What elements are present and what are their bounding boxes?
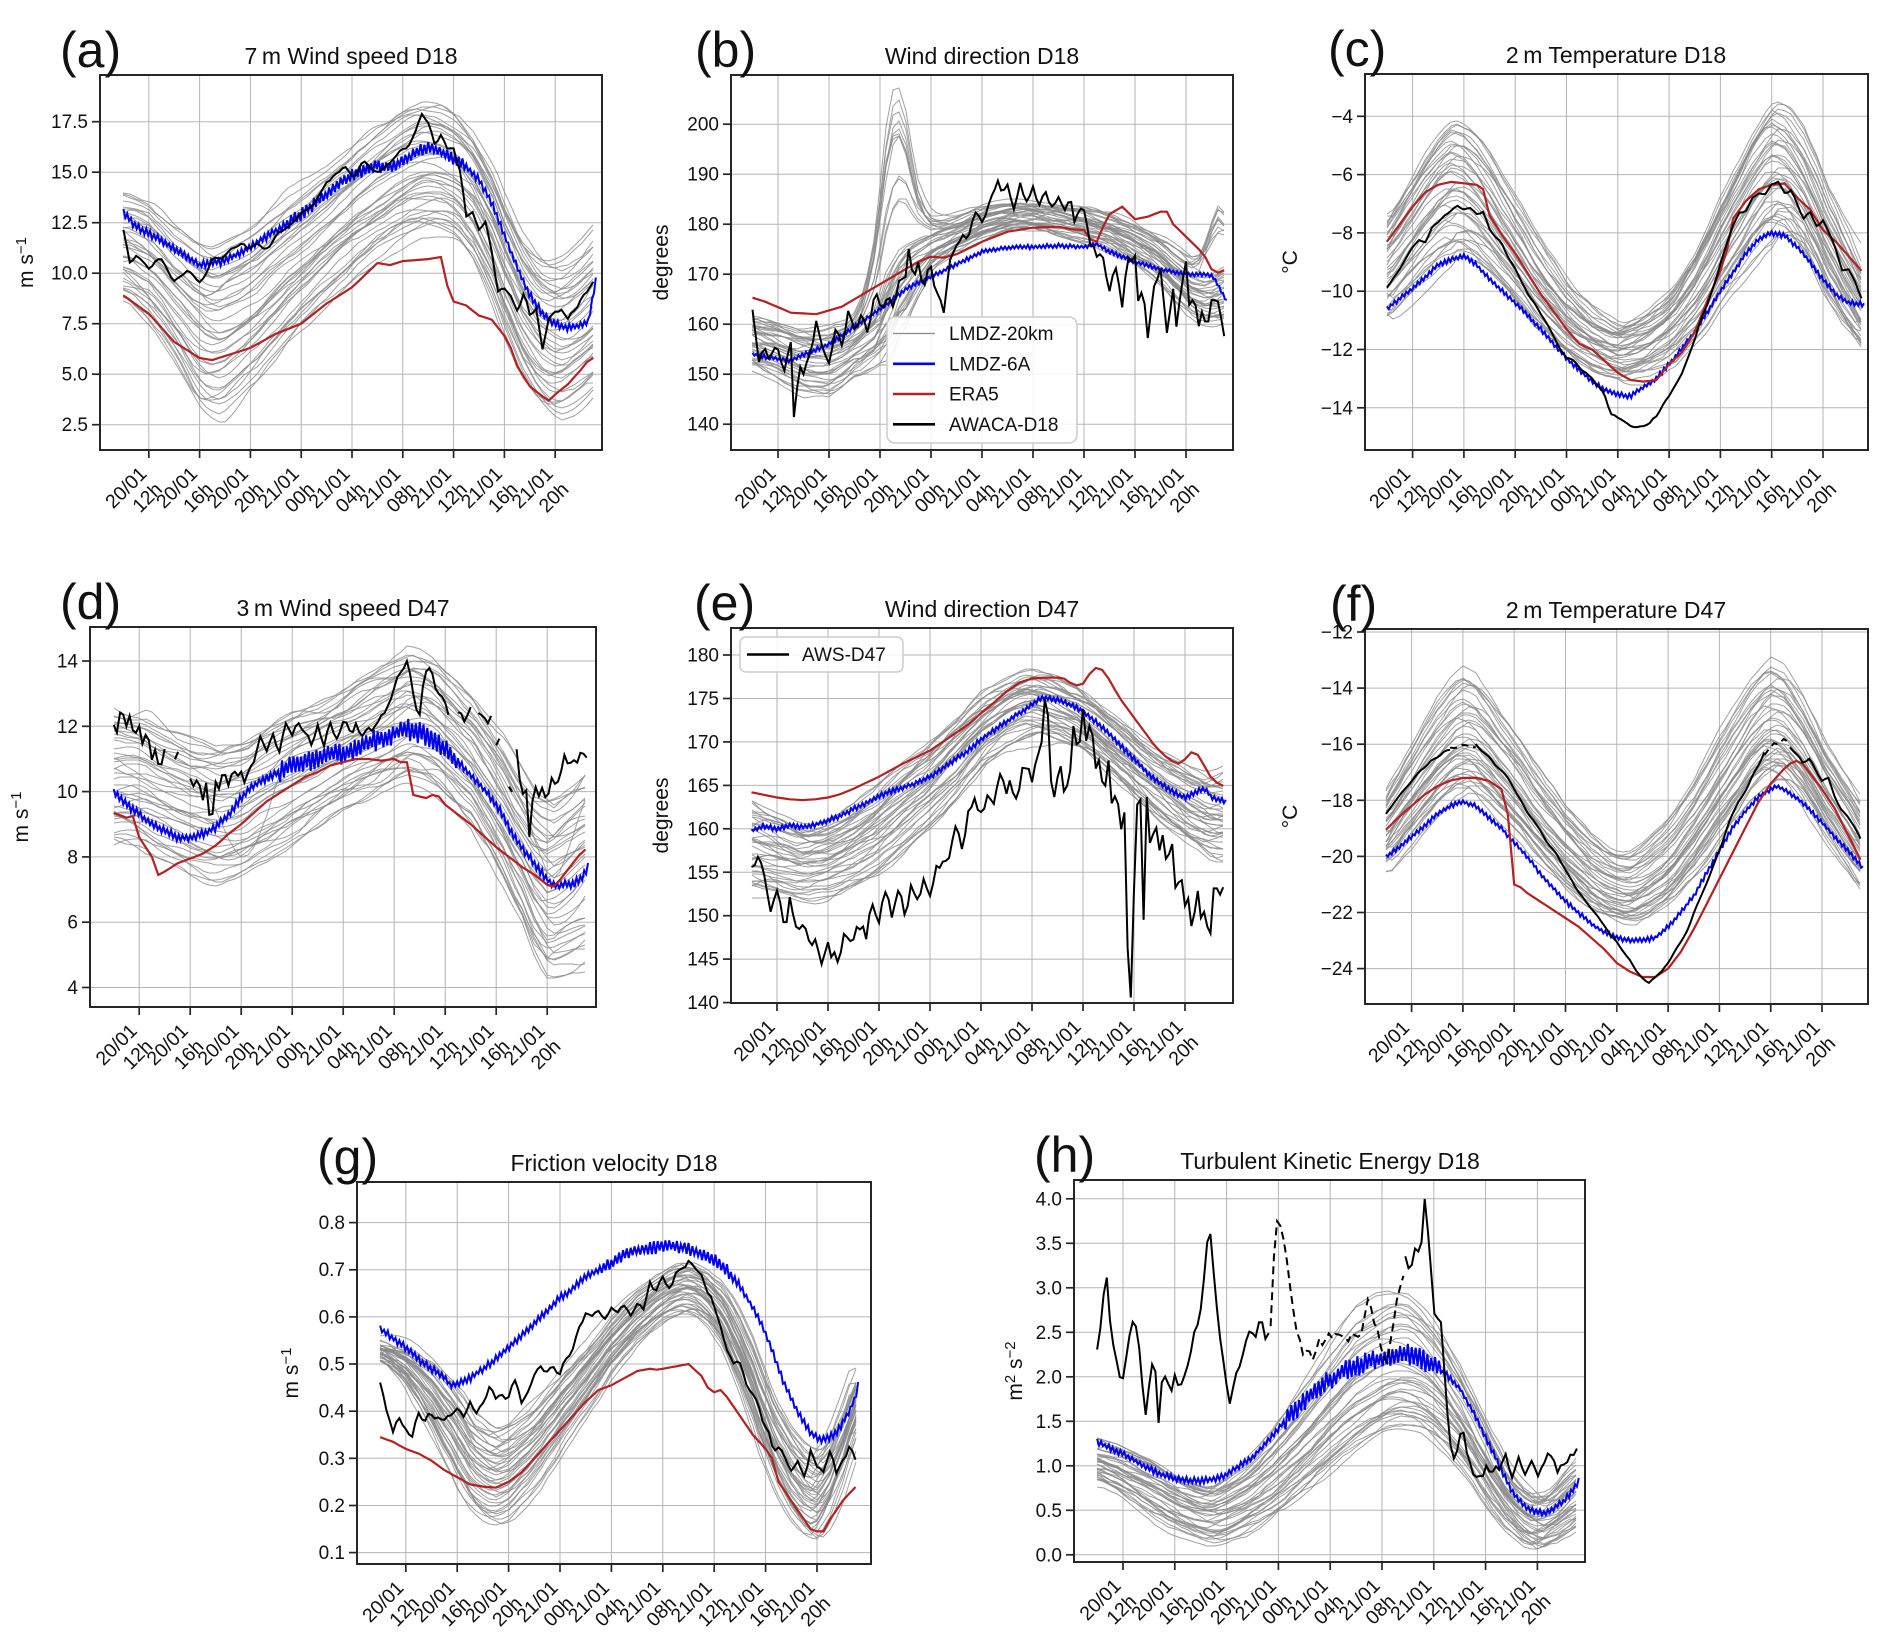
svg-text:160: 160 xyxy=(687,315,719,336)
svg-text:(f): (f) xyxy=(1330,576,1377,632)
svg-text:3.5: 3.5 xyxy=(1036,1234,1062,1255)
svg-text:0.7: 0.7 xyxy=(319,1260,345,1281)
svg-text:0.5: 0.5 xyxy=(1036,1501,1062,1522)
svg-text:150: 150 xyxy=(687,365,719,386)
svg-text:(a): (a) xyxy=(60,22,121,78)
svg-text:8: 8 xyxy=(67,847,78,868)
svg-text:(h): (h) xyxy=(1034,1127,1095,1183)
svg-text:2.5: 2.5 xyxy=(1036,1323,1062,1344)
svg-text:6: 6 xyxy=(67,913,78,934)
svg-text:10.0: 10.0 xyxy=(51,264,88,285)
svg-text:Friction velocity D18: Friction velocity D18 xyxy=(510,1150,717,1176)
svg-text:m s−1: m s−1 xyxy=(278,1348,303,1399)
svg-text:−24: −24 xyxy=(1321,959,1354,980)
svg-text:1.5: 1.5 xyxy=(1036,1412,1062,1433)
svg-text:0.1: 0.1 xyxy=(319,1543,345,1564)
svg-text:−20: −20 xyxy=(1321,847,1353,868)
svg-text:170: 170 xyxy=(687,265,719,286)
svg-text:7.5: 7.5 xyxy=(62,314,88,335)
svg-text:−10: −10 xyxy=(1321,282,1353,303)
svg-text:AWACA-D18: AWACA-D18 xyxy=(949,415,1058,436)
svg-text:140: 140 xyxy=(687,993,719,1014)
svg-text:−4: −4 xyxy=(1331,107,1353,128)
svg-text:200: 200 xyxy=(687,115,719,136)
svg-text:12.5: 12.5 xyxy=(51,213,88,234)
svg-text:°C: °C xyxy=(1279,805,1302,829)
svg-text:(e): (e) xyxy=(694,575,755,631)
svg-text:180: 180 xyxy=(687,646,719,667)
svg-text:0.5: 0.5 xyxy=(319,1355,345,1376)
svg-text:LMDZ-6A: LMDZ-6A xyxy=(949,354,1031,375)
svg-text:2 m Temperature D47: 2 m Temperature D47 xyxy=(1506,597,1726,623)
svg-text:3.0: 3.0 xyxy=(1036,1278,1062,1299)
svg-text:LMDZ-20km: LMDZ-20km xyxy=(949,324,1054,345)
svg-text:−12: −12 xyxy=(1321,340,1353,361)
svg-text:−14: −14 xyxy=(1321,679,1354,700)
svg-text:10: 10 xyxy=(57,782,78,803)
svg-text:(b): (b) xyxy=(695,22,756,78)
svg-text:190: 190 xyxy=(687,165,719,186)
svg-text:AWS-D47: AWS-D47 xyxy=(802,645,886,666)
svg-text:−14: −14 xyxy=(1321,398,1354,419)
svg-text:160: 160 xyxy=(687,819,719,840)
svg-text:155: 155 xyxy=(687,863,719,884)
svg-text:−6: −6 xyxy=(1331,165,1353,186)
svg-text:0.6: 0.6 xyxy=(319,1307,345,1328)
svg-text:1.0: 1.0 xyxy=(1036,1456,1062,1477)
svg-text:170: 170 xyxy=(687,732,719,753)
svg-text:2 m Temperature D18: 2 m Temperature D18 xyxy=(1506,42,1726,68)
svg-text:7 m Wind speed D18: 7 m Wind speed D18 xyxy=(245,43,458,69)
svg-text:15.0: 15.0 xyxy=(51,163,88,184)
svg-text:165: 165 xyxy=(687,776,719,797)
svg-text:Wind direction D18: Wind direction D18 xyxy=(885,43,1079,69)
svg-text:5.0: 5.0 xyxy=(62,365,88,386)
svg-text:12: 12 xyxy=(57,717,78,738)
svg-text:0.4: 0.4 xyxy=(319,1402,346,1423)
svg-text:degrees: degrees xyxy=(650,225,673,301)
svg-text:140: 140 xyxy=(687,415,719,436)
svg-text:2.5: 2.5 xyxy=(62,415,88,436)
svg-text:145: 145 xyxy=(687,950,719,971)
svg-text:−18: −18 xyxy=(1321,791,1353,812)
svg-text:175: 175 xyxy=(687,689,719,710)
svg-text:3 m Wind speed D47: 3 m Wind speed D47 xyxy=(237,595,450,621)
svg-text:0.2: 0.2 xyxy=(319,1496,345,1517)
svg-text:0.8: 0.8 xyxy=(319,1213,345,1234)
svg-text:Wind direction D47: Wind direction D47 xyxy=(885,596,1079,622)
svg-text:0.3: 0.3 xyxy=(319,1449,345,1470)
svg-text:17.5: 17.5 xyxy=(51,112,88,133)
svg-text:Turbulent Kinetic Energy D18: Turbulent Kinetic Energy D18 xyxy=(1180,1148,1480,1174)
svg-text:−22: −22 xyxy=(1321,903,1353,924)
svg-text:ERA5: ERA5 xyxy=(949,385,999,406)
svg-text:180: 180 xyxy=(687,215,719,236)
svg-text:(d): (d) xyxy=(60,574,121,630)
svg-text:degrees: degrees xyxy=(650,778,673,854)
svg-text:14: 14 xyxy=(57,652,79,673)
svg-text:°C: °C xyxy=(1279,250,1302,274)
svg-text:m s−1: m s−1 xyxy=(13,237,38,288)
svg-text:−12: −12 xyxy=(1321,623,1353,644)
svg-text:4: 4 xyxy=(67,978,78,999)
svg-text:(g): (g) xyxy=(317,1129,378,1185)
svg-text:150: 150 xyxy=(687,906,719,927)
svg-text:−8: −8 xyxy=(1331,223,1353,244)
svg-text:−16: −16 xyxy=(1321,735,1353,756)
svg-text:0.0: 0.0 xyxy=(1036,1545,1062,1566)
svg-text:4.0: 4.0 xyxy=(1036,1189,1062,1210)
svg-text:2.0: 2.0 xyxy=(1036,1367,1062,1388)
svg-text:(c): (c) xyxy=(1328,21,1386,77)
